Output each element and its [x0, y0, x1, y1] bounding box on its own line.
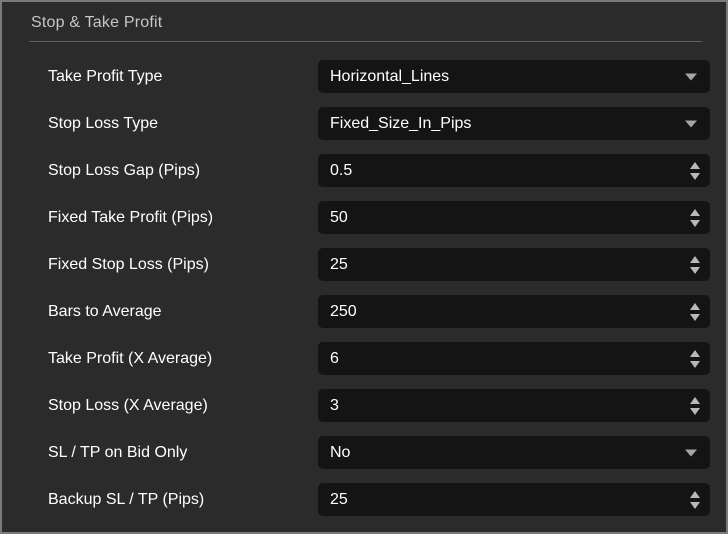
stepper-down-button[interactable] — [690, 219, 700, 227]
stepper-down-button[interactable] — [690, 360, 700, 368]
field-row: Bars to Average 250 — [2, 295, 726, 328]
field-row: Take Profit Type Horizontal_Lines — [2, 60, 726, 93]
stepper-down-button[interactable] — [690, 501, 700, 509]
section-divider — [29, 41, 702, 42]
field-value: 0.5 — [330, 161, 353, 179]
stepper-buttons — [688, 295, 702, 328]
triangle-up-icon — [690, 161, 700, 169]
stepper-up-button[interactable] — [690, 490, 700, 498]
field-label: Take Profit Type — [48, 67, 163, 85]
dropdown-stop-loss-type[interactable]: Fixed_Size_In_Pips — [318, 107, 710, 140]
field-row: Stop Loss (X Average) 3 — [2, 389, 726, 422]
stepper-stop-loss-gap-pips[interactable]: 0.5 — [318, 154, 710, 187]
field-label: Stop Loss (X Average) — [48, 396, 208, 414]
section-title: Stop & Take Profit — [31, 14, 163, 31]
stepper-buttons — [688, 201, 702, 234]
chevron-down-icon[interactable] — [685, 73, 697, 80]
field-row: Take Profit (X Average) 6 — [2, 342, 726, 375]
field-value: 25 — [330, 490, 348, 508]
stepper-fixed-stop-loss-pips[interactable]: 25 — [318, 248, 710, 281]
field-label: Backup SL / TP (Pips) — [48, 490, 205, 508]
triangle-up-icon — [690, 396, 700, 404]
stepper-take-profit-x-average[interactable]: 6 — [318, 342, 710, 375]
stepper-up-button[interactable] — [690, 396, 700, 404]
triangle-up-icon — [690, 255, 700, 263]
field-value: 50 — [330, 208, 348, 226]
stepper-buttons — [688, 248, 702, 281]
field-value: Horizontal_Lines — [330, 67, 450, 85]
field-label: SL / TP on Bid Only — [48, 443, 188, 461]
triangle-down-icon — [690, 360, 700, 368]
field-label: Stop Loss Type — [48, 114, 158, 132]
stepper-up-button[interactable] — [690, 302, 700, 310]
triangle-up-icon — [690, 490, 700, 498]
field-label: Take Profit (X Average) — [48, 349, 213, 367]
dropdown-take-profit-type[interactable]: Horizontal_Lines — [318, 60, 710, 93]
stepper-down-button[interactable] — [690, 313, 700, 321]
triangle-up-icon — [690, 302, 700, 310]
stepper-up-button[interactable] — [690, 255, 700, 263]
field-value: 6 — [330, 349, 339, 367]
stepper-buttons — [688, 154, 702, 187]
field-label: Bars to Average — [48, 302, 162, 320]
field-value: 250 — [330, 302, 357, 320]
stepper-down-button[interactable] — [690, 172, 700, 180]
field-row: Backup SL / TP (Pips) 25 — [2, 483, 726, 516]
triangle-down-icon — [690, 313, 700, 321]
field-value: No — [330, 443, 351, 461]
stepper-buttons — [688, 483, 702, 516]
field-value: Fixed_Size_In_Pips — [330, 114, 472, 132]
field-row: Fixed Stop Loss (Pips) 25 — [2, 248, 726, 281]
field-value: 3 — [330, 396, 339, 414]
stepper-backup-sl-tp-pips[interactable]: 25 — [318, 483, 710, 516]
stepper-stop-loss-x-average[interactable]: 3 — [318, 389, 710, 422]
field-row: Stop Loss Gap (Pips) 0.5 — [2, 154, 726, 187]
field-row: Stop Loss Type Fixed_Size_In_Pips — [2, 107, 726, 140]
stepper-up-button[interactable] — [690, 161, 700, 169]
triangle-up-icon — [690, 349, 700, 357]
stepper-down-button[interactable] — [690, 407, 700, 415]
triangle-down-icon — [690, 172, 700, 180]
stepper-bars-to-average[interactable]: 250 — [318, 295, 710, 328]
triangle-down-icon — [690, 219, 700, 227]
stepper-down-button[interactable] — [690, 266, 700, 274]
stepper-up-button[interactable] — [690, 349, 700, 357]
stepper-up-button[interactable] — [690, 208, 700, 216]
triangle-down-icon — [690, 501, 700, 509]
chevron-down-icon[interactable] — [685, 449, 697, 456]
chevron-down-icon[interactable] — [685, 120, 697, 127]
triangle-down-icon — [690, 266, 700, 274]
stepper-buttons — [688, 342, 702, 375]
field-value: 25 — [330, 255, 348, 273]
field-row: SL / TP on Bid Only No — [2, 436, 726, 469]
triangle-up-icon — [690, 208, 700, 216]
field-label: Stop Loss Gap (Pips) — [48, 161, 201, 179]
field-label: Fixed Stop Loss (Pips) — [48, 255, 209, 273]
triangle-down-icon — [690, 407, 700, 415]
field-label: Fixed Take Profit (Pips) — [48, 208, 214, 226]
stepper-fixed-take-profit-pips[interactable]: 50 — [318, 201, 710, 234]
field-row: Fixed Take Profit (Pips) 50 — [2, 201, 726, 234]
fields-list: Take Profit Type Horizontal_Lines Stop L… — [2, 60, 726, 516]
dropdown-sl-tp-on-bid-only[interactable]: No — [318, 436, 710, 469]
stepper-buttons — [688, 389, 702, 422]
